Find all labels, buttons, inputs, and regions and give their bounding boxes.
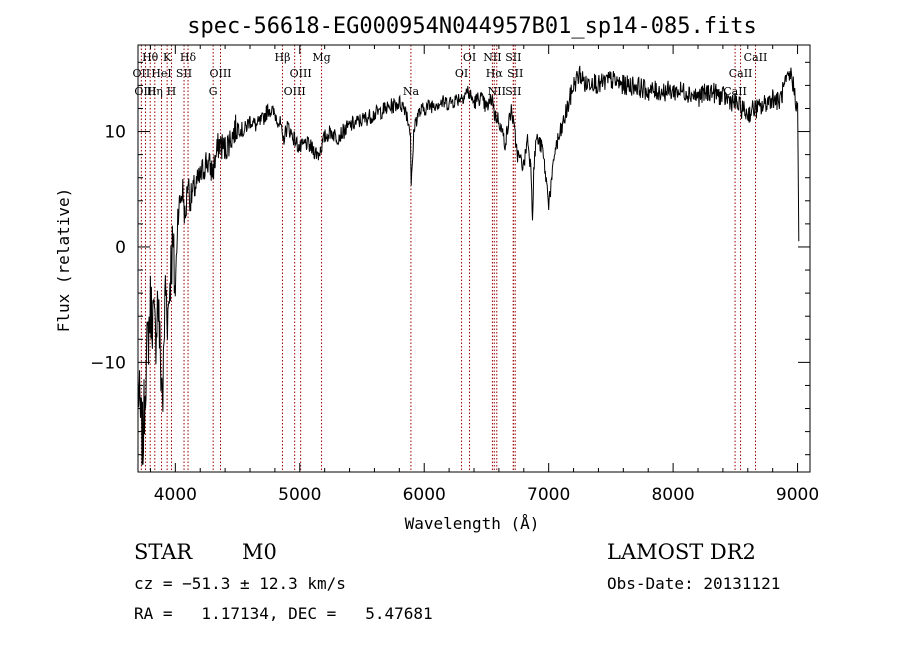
- line-label-24: CaII: [744, 51, 768, 64]
- line-label-13: OIII: [284, 85, 306, 98]
- line-label-21: SII: [505, 51, 521, 64]
- spectrum-line: [137, 65, 800, 466]
- x-tick-label-7000: 7000: [527, 485, 570, 505]
- y-tick-label-0: 0: [115, 238, 126, 258]
- spectrum-series: [137, 65, 800, 466]
- x-axis-label: Wavelength (Å): [405, 514, 540, 533]
- y-axis-label: Flux (relative): [54, 188, 73, 333]
- line-label-9: OIII: [209, 67, 231, 80]
- object-class: STAR: [134, 540, 193, 564]
- line-label-1: K: [163, 51, 172, 64]
- line-label-5: SII: [176, 67, 192, 80]
- line-label-26: CaII: [723, 85, 747, 98]
- line-label-17: OI: [455, 67, 468, 80]
- line-label-11: Hβ: [275, 51, 291, 64]
- line-label-4: HeI: [151, 67, 171, 80]
- line-label-2: Hδ: [180, 51, 197, 64]
- ra-dec: RA = 1.17134, DEC = 5.47681: [134, 604, 433, 623]
- line-label-23: SII: [505, 85, 521, 98]
- line-label-10: G: [209, 85, 218, 98]
- y-axis: −10 0 10: [90, 61, 810, 456]
- x-axis: 4000 5000 6000 7000 8000 9000: [149, 45, 819, 505]
- line-label-15: Na: [403, 85, 420, 98]
- line-label-25: CaII: [729, 67, 753, 80]
- line-label-8: H: [167, 85, 177, 98]
- chart-title: spec-56618-EG000954N044957B01_sp14-085.f…: [187, 14, 757, 39]
- line-label-7: Hη: [147, 85, 163, 98]
- line-label-18: NII: [483, 51, 501, 64]
- line-label-22: SII: [507, 67, 523, 80]
- survey-name: LAMOST DR2: [607, 540, 756, 564]
- line-label-20: NII: [488, 85, 506, 98]
- line-label-19: Hα: [486, 67, 504, 80]
- x-tick-label-5000: 5000: [278, 485, 321, 505]
- y-tick-label--10: −10: [90, 353, 126, 373]
- x-tick-label-6000: 6000: [403, 485, 446, 505]
- redshift-cz: cz = −51.3 ± 12.3 km/s: [134, 574, 346, 593]
- x-tick-label-4000: 4000: [154, 485, 197, 505]
- line-label-0: Hθ: [142, 51, 159, 64]
- line-label-3: OII: [133, 67, 151, 80]
- x-tick-label-8000: 8000: [651, 485, 694, 505]
- object-subclass: M0: [242, 540, 277, 564]
- plot-frame: [137, 44, 811, 473]
- x-tick-label-9000: 9000: [776, 485, 819, 505]
- line-label-6: OIII: [134, 85, 156, 98]
- y-tick-label-10: 10: [104, 123, 126, 143]
- line-label-12: OIII: [290, 67, 312, 80]
- line-label-16: OI: [463, 51, 476, 64]
- line-label-14: Mg: [312, 51, 330, 64]
- obs-date: Obs-Date: 20131121: [607, 574, 781, 593]
